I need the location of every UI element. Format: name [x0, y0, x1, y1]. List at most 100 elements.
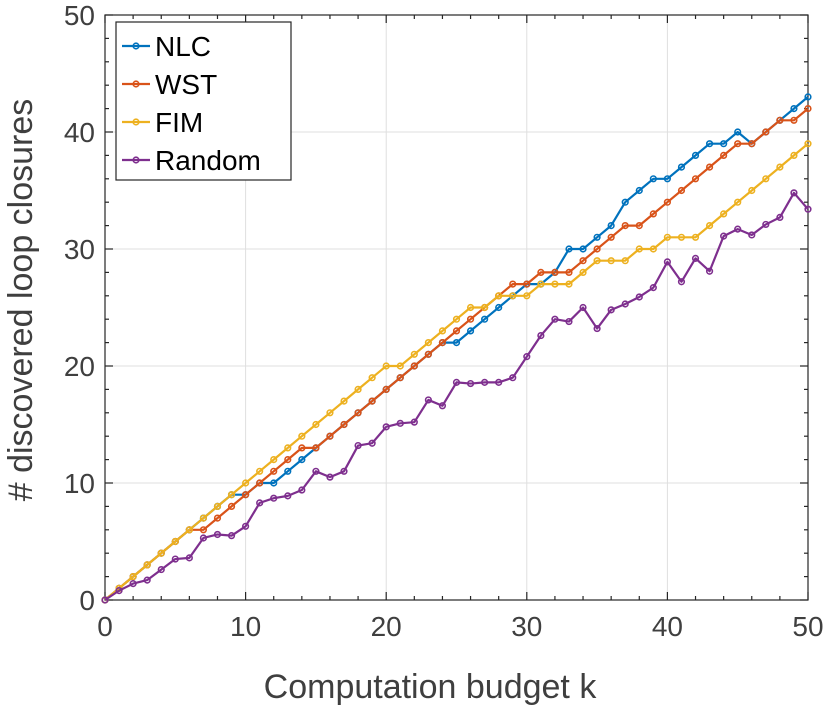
data-point	[213, 502, 222, 511]
data-point	[635, 222, 643, 230]
data-point	[748, 140, 756, 148]
x-tick-label: 50	[792, 611, 823, 642]
data-point	[452, 378, 461, 386]
data-point	[466, 315, 475, 323]
y-tick-label: 10	[64, 468, 95, 499]
data-point	[354, 409, 362, 417]
data-point	[354, 441, 362, 450]
y-tick-label: 0	[79, 585, 95, 616]
legend-item-wst: WST	[122, 69, 217, 100]
data-point	[677, 233, 686, 241]
data-point	[748, 231, 756, 239]
data-point	[762, 128, 770, 136]
data-point	[396, 374, 404, 382]
data-point	[509, 292, 517, 300]
data-point	[776, 213, 784, 222]
data-point	[185, 526, 193, 534]
data-point	[157, 565, 165, 574]
data-point	[804, 205, 812, 213]
data-point	[762, 175, 770, 183]
data-point	[410, 362, 418, 370]
data-point	[171, 555, 179, 563]
data-point	[396, 419, 404, 427]
data-point	[481, 303, 489, 312]
data-point	[705, 163, 714, 171]
data-point	[691, 254, 700, 262]
x-tick-label: 40	[652, 611, 683, 642]
data-point	[424, 350, 432, 358]
data-point	[143, 561, 151, 569]
data-point	[649, 245, 657, 253]
data-point	[804, 93, 812, 101]
data-point	[382, 362, 390, 370]
data-point	[790, 116, 798, 124]
data-point	[579, 268, 587, 277]
data-point	[649, 210, 657, 218]
data-point	[607, 306, 615, 314]
data-point	[199, 514, 208, 522]
data-point	[649, 175, 657, 183]
data-point	[270, 479, 278, 487]
data-point	[593, 245, 601, 253]
data-point	[551, 280, 559, 288]
data-point	[537, 331, 545, 340]
data-point	[804, 104, 812, 113]
axes	[104, 14, 809, 601]
data-point	[171, 537, 179, 546]
data-point	[635, 186, 643, 195]
data-point	[312, 420, 320, 429]
data-point	[621, 222, 629, 230]
data-point	[607, 233, 615, 241]
data-point	[242, 479, 250, 487]
data-point	[607, 257, 615, 265]
data-point	[438, 327, 447, 335]
data-point	[790, 189, 798, 197]
data-point	[298, 432, 306, 440]
data-point	[677, 163, 686, 171]
data-point	[790, 104, 798, 113]
data-point	[368, 374, 376, 382]
x-tick-label: 0	[97, 611, 113, 642]
data-point	[284, 492, 292, 500]
data-point	[649, 284, 657, 292]
data-point	[677, 186, 686, 195]
data-point	[691, 151, 700, 159]
y-tick-label: 50	[64, 0, 95, 31]
data-point	[452, 315, 461, 323]
legend-item-random: Random	[122, 145, 261, 176]
legend-marker	[132, 42, 140, 50]
data-point	[326, 409, 334, 417]
data-point	[705, 140, 714, 148]
data-point	[452, 327, 461, 335]
data-point	[298, 486, 306, 494]
data-point	[396, 362, 404, 370]
data-point	[551, 268, 559, 277]
data-point	[762, 220, 770, 229]
data-point	[242, 522, 250, 530]
data-point	[368, 397, 376, 405]
x-axis-title: Computation budget k	[264, 668, 598, 706]
data-point	[734, 225, 742, 233]
data-point	[143, 576, 151, 584]
data-point	[705, 222, 714, 230]
series-line-fim	[104, 142, 809, 601]
data-point	[354, 385, 362, 394]
data-point	[691, 175, 700, 183]
data-point	[256, 479, 264, 487]
data-point	[663, 233, 672, 241]
data-point	[157, 549, 165, 557]
data-point	[326, 432, 334, 440]
legend: NLC WST FIM Random	[115, 21, 292, 181]
legend-marker	[132, 118, 140, 126]
data-point	[720, 210, 728, 218]
data-point	[382, 423, 390, 431]
data-point	[312, 444, 320, 452]
data-point	[326, 473, 334, 481]
data-point	[227, 532, 236, 540]
x-tick-label: 10	[230, 611, 261, 642]
data-point	[481, 315, 489, 323]
data-point	[720, 232, 728, 240]
data-point	[748, 186, 756, 195]
data-point	[284, 456, 292, 464]
legend-item-nlc: NLC	[122, 31, 211, 62]
